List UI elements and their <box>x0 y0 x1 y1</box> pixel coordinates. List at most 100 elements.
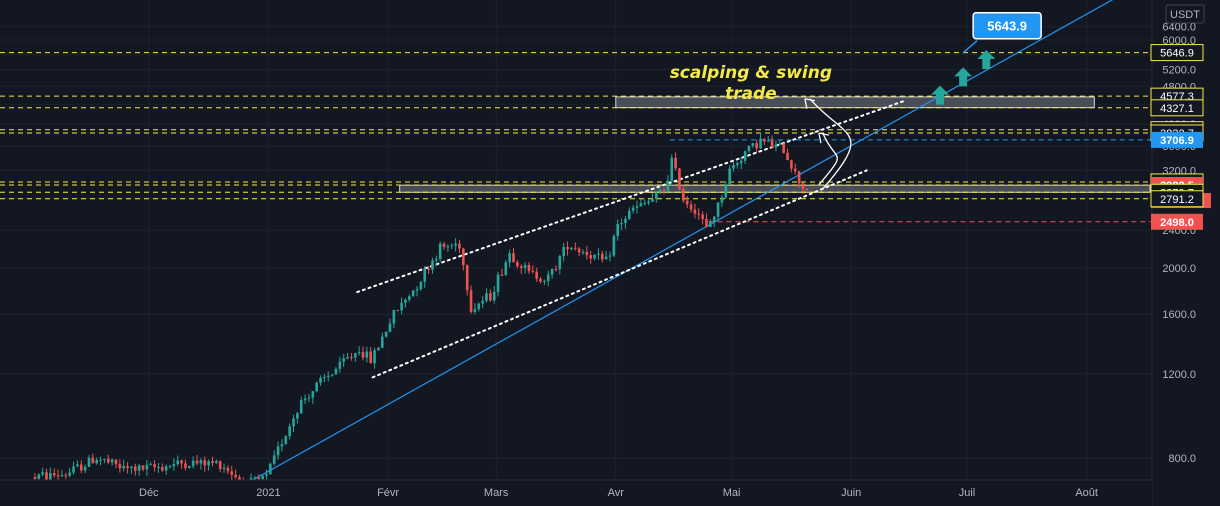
candle-body <box>72 466 75 473</box>
callout-box <box>972 11 1042 40</box>
candle-body <box>523 264 527 268</box>
candle-body <box>238 477 241 481</box>
time-axis-background <box>0 480 1152 506</box>
candle-body <box>759 138 762 149</box>
level-tag <box>1151 131 1203 148</box>
candle-body <box>600 253 604 260</box>
candle-body <box>253 477 257 479</box>
candle-body <box>500 274 504 276</box>
candle-body <box>527 264 531 272</box>
candle-body <box>442 243 446 247</box>
candle-body <box>52 472 56 476</box>
candle-body <box>801 183 805 189</box>
candle-body <box>350 357 353 359</box>
candle-body <box>380 336 384 348</box>
candle-body <box>616 224 620 237</box>
candle-body <box>697 213 701 215</box>
candle-body <box>191 460 195 467</box>
candle-body <box>373 350 376 364</box>
candle-body <box>392 309 396 324</box>
candle-body <box>188 466 191 468</box>
candle-body <box>334 368 338 375</box>
channel-upper-line <box>356 99 907 294</box>
candle-body <box>508 253 511 263</box>
price-tick-label: 1600.0 <box>1162 309 1196 321</box>
candle-body <box>519 266 523 268</box>
candle-body <box>755 143 758 149</box>
candle-body <box>655 192 658 199</box>
candle-body <box>585 251 589 256</box>
candle-body <box>786 152 789 161</box>
candle-body <box>458 243 461 249</box>
candle-body <box>261 475 264 480</box>
candle-body <box>608 255 612 257</box>
candle-body <box>326 375 330 377</box>
up-arrow-icon <box>930 85 949 105</box>
candle-body <box>103 458 106 460</box>
candle-body <box>377 347 380 351</box>
candle-body <box>176 460 180 465</box>
candle-body <box>431 260 434 270</box>
grid <box>0 0 1152 480</box>
candle-body <box>473 309 477 312</box>
candle-body <box>643 203 647 205</box>
candle-body <box>558 256 562 270</box>
candle-body <box>164 466 168 471</box>
curved-arrow-outer <box>809 98 852 190</box>
up-arrow-icon <box>977 49 996 69</box>
level-tag <box>1150 190 1204 208</box>
candle-body <box>56 475 60 477</box>
candle-body <box>365 351 369 358</box>
level-tag-label: 2498.0 <box>1160 217 1194 229</box>
candle-body <box>222 467 226 469</box>
candle-body <box>323 376 326 378</box>
candle-body <box>743 151 747 161</box>
candle-body <box>778 143 782 145</box>
candle-body <box>462 248 465 266</box>
candle-body <box>133 466 137 471</box>
annotation-line2: trade <box>725 84 777 104</box>
candle-body <box>180 460 183 464</box>
candle-body <box>411 290 415 297</box>
candle-body <box>388 323 392 332</box>
candle-body <box>234 474 237 478</box>
candle-body <box>215 461 218 464</box>
candle-body <box>589 255 592 259</box>
candle-body <box>330 374 334 376</box>
candle-body <box>624 218 627 224</box>
candle-body <box>114 459 118 465</box>
candle-body <box>45 472 48 480</box>
candle-body <box>311 391 315 398</box>
candle-body <box>130 466 133 469</box>
price-axis: 6400.06000.05600.05200.04800.04400.04000… <box>1150 0 1220 506</box>
channel-lower-line <box>371 169 868 379</box>
candle-body <box>153 464 156 468</box>
curved-arrow-inner <box>818 132 838 186</box>
candle-body <box>41 472 44 475</box>
level-tag-label: 3706.9 <box>1160 135 1194 147</box>
horizontal-levels <box>0 52 1152 223</box>
candle-body <box>404 299 407 303</box>
level-tag-label: 2791.2 <box>1160 194 1194 206</box>
candle-body <box>49 472 52 480</box>
price-tick-label: 2000.0 <box>1162 263 1196 275</box>
candle-body <box>419 281 423 290</box>
candle-body <box>199 460 203 464</box>
price-tick-label: 5200.0 <box>1162 65 1196 77</box>
candle-body <box>797 171 801 184</box>
candle-body <box>400 302 403 311</box>
candle-body <box>763 138 766 142</box>
candle-body <box>639 203 643 207</box>
candle-body <box>207 461 210 466</box>
candle-body <box>265 474 268 476</box>
time-tick-label: Avr <box>608 487 625 499</box>
candle-body <box>87 457 91 467</box>
price-axis-background <box>1152 0 1220 506</box>
level-tag <box>1151 213 1203 230</box>
candle-body <box>701 214 704 219</box>
candle-body <box>577 248 581 253</box>
time-tick-label: Mai <box>723 487 741 499</box>
candle-body <box>693 209 697 214</box>
candle-body <box>435 259 438 261</box>
